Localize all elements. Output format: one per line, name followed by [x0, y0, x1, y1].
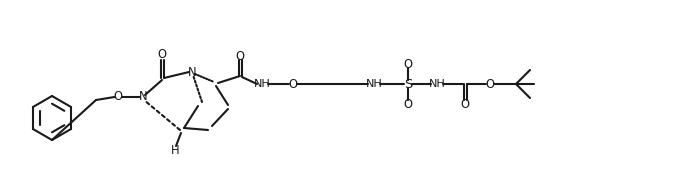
Text: O: O — [288, 77, 297, 90]
Text: N: N — [188, 65, 197, 78]
Text: O: O — [404, 57, 413, 70]
Text: O: O — [157, 49, 166, 61]
Text: O: O — [235, 49, 244, 62]
Text: O: O — [113, 90, 123, 104]
Text: O: O — [404, 97, 413, 110]
Text: O: O — [460, 97, 469, 110]
Text: H: H — [170, 144, 179, 156]
Text: NH: NH — [366, 79, 382, 89]
Text: NH: NH — [428, 79, 446, 89]
Text: NH: NH — [253, 79, 270, 89]
Text: O: O — [486, 77, 495, 90]
Text: N: N — [139, 90, 147, 104]
Text: S: S — [404, 77, 412, 90]
